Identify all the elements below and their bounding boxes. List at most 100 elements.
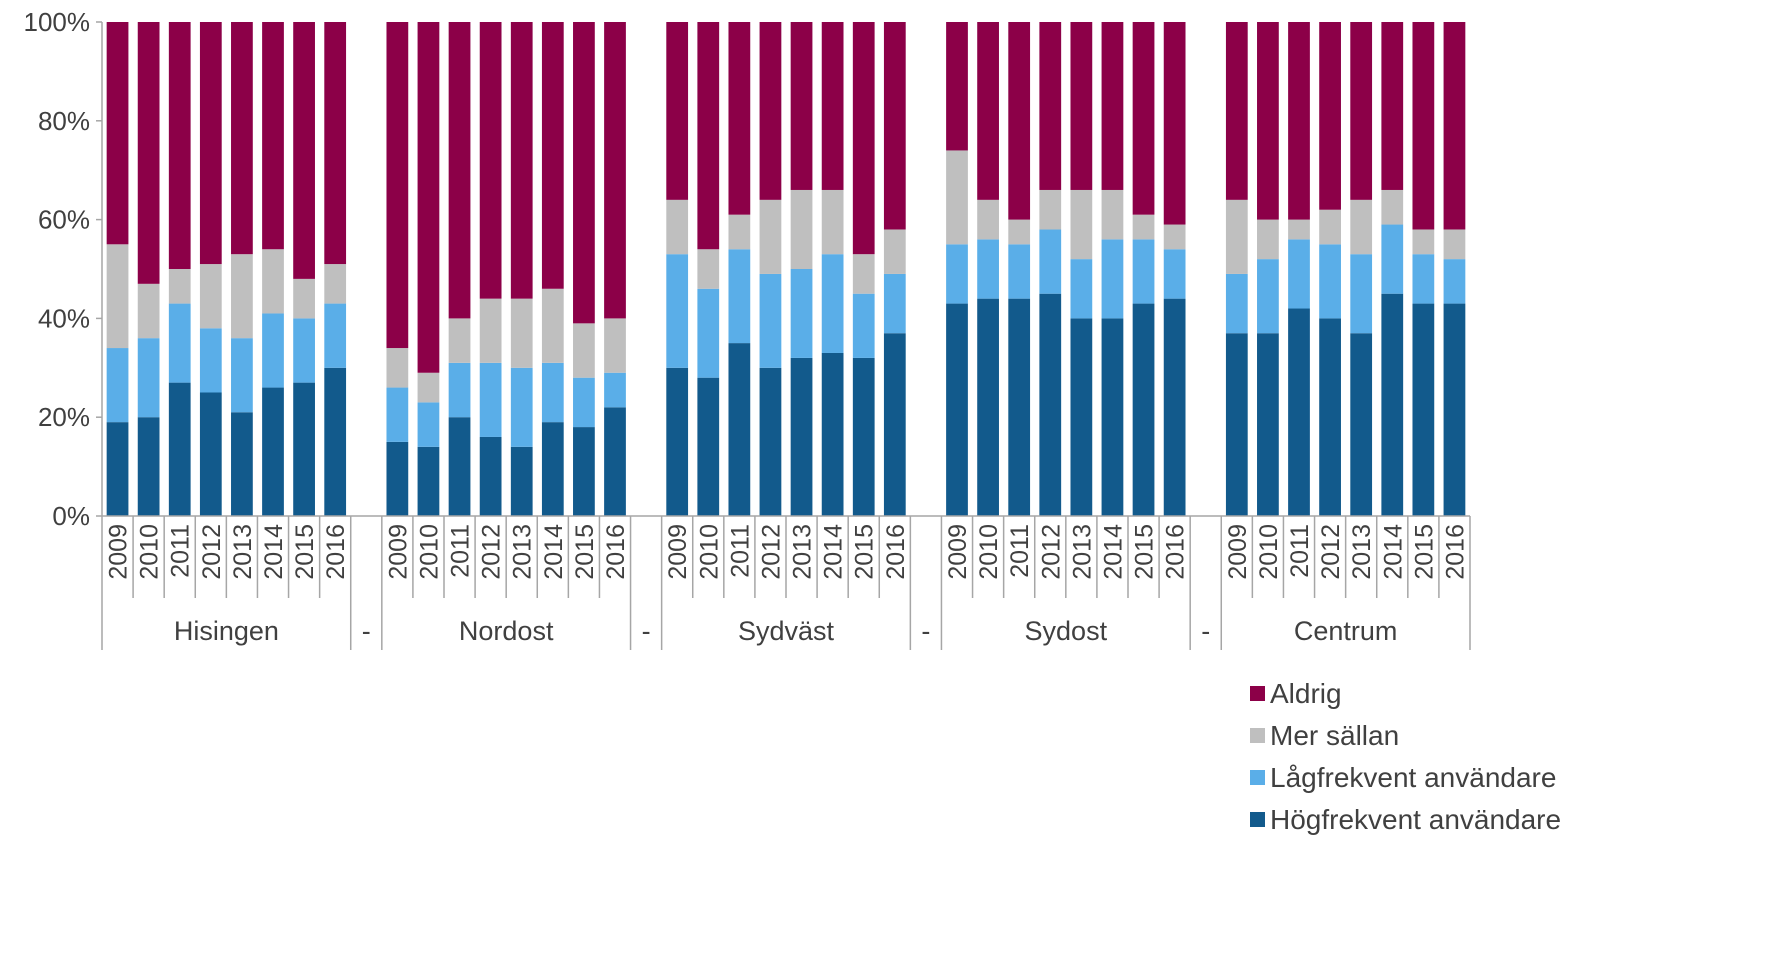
bar-segment [448,362,471,418]
bar-segment [1101,22,1124,190]
bar-segment [759,199,782,274]
bar-segment [262,22,284,250]
bar-segment [1381,189,1404,225]
x-group-label: Hisingen [174,616,279,646]
bar-segment [1350,22,1373,200]
bar-segment [1070,259,1093,319]
bar-segment [199,264,222,329]
bar-segment [1101,318,1124,516]
x-year-label: 2011 [1006,524,1034,578]
bar-segment [479,22,502,299]
bar-segment [541,288,564,363]
bar-segment [1319,318,1341,516]
bar-segment [666,367,689,516]
bar-segment [1381,293,1404,516]
bar-segment [1101,189,1124,240]
bar-segment [1350,254,1373,334]
x-year-label: 2016 [602,524,630,580]
x-year-label: 2015 [291,524,319,580]
y-tick-label: 40% [38,303,90,333]
bar-segment [790,22,813,190]
bar-segment [1008,22,1031,220]
bar-segment [106,244,129,349]
bar-segment [417,22,440,373]
bar-segment [759,22,782,200]
legend-label: Aldrig [1270,678,1342,709]
bar-segment [448,318,471,363]
bar-segment [510,446,533,516]
y-tick-label: 20% [38,402,90,432]
x-year-label: 2012 [198,524,226,580]
bar-segment [448,22,471,319]
x-year-label: 2012 [757,524,785,580]
bar-segment [604,372,626,408]
legend-swatch [1250,686,1265,701]
bar-segment [883,273,906,334]
bar-segment [697,377,720,516]
bar-segment [946,150,968,245]
bar-segment [324,367,347,516]
bar-segment [1132,22,1155,215]
bar-segment [1039,22,1062,190]
bar-segment [728,214,751,250]
y-tick-label: 0% [52,501,90,531]
bar-segment [1257,259,1279,334]
bar-segment [1381,22,1404,190]
bar-segment [883,22,906,230]
x-year-label: 2014 [260,524,288,580]
x-year-label: 2016 [882,524,910,580]
bar-segment [790,357,813,516]
bar-segment [479,298,502,363]
bar-segment [790,189,813,269]
bar-segment [821,352,844,516]
y-tick-label: 80% [38,106,90,136]
x-year-label: 2012 [478,524,506,580]
bar-segment [168,269,191,304]
bar-segment [1288,219,1310,240]
bar-segment [541,362,564,423]
bar-segment [697,22,720,250]
x-year-label: 2015 [1410,524,1438,580]
bar-segment [1443,259,1466,304]
x-year-label: 2013 [789,524,817,580]
bar-segment [790,269,813,358]
bar-segment [1443,229,1466,260]
bar-segment [977,239,999,299]
bar-segment [417,402,440,447]
bar-segment [1070,318,1093,516]
x-group-separator-label: - [642,616,651,646]
bar-segment [1288,22,1310,220]
x-year-label: 2013 [509,524,537,580]
bar-segment [1163,298,1186,516]
bar-segment [386,387,409,442]
bar-segment [1070,189,1093,260]
bar-segment [168,382,191,516]
bar-segment [821,254,844,353]
bar-segment [1132,303,1155,516]
bar-segment [1039,189,1062,230]
x-year-label: 2011 [1286,524,1314,578]
bar-segment [479,436,502,516]
bar-segment [1225,333,1248,516]
bar-segment [199,22,222,265]
bar-segment [106,22,129,245]
bar-segment [697,288,720,378]
bar-segment [852,22,875,255]
bar-segment [573,323,595,378]
bar-segment [1225,273,1248,334]
bar-segment [386,348,409,388]
bar-segment [262,249,284,314]
x-year-label: 2014 [1379,524,1407,580]
x-year-label: 2013 [229,524,257,580]
x-year-label: 2015 [851,524,879,580]
x-year-label: 2012 [1317,524,1345,580]
bar-segment [977,199,999,240]
bar-segment [1412,229,1435,255]
bar-segment [541,22,564,289]
x-year-label: 2015 [571,524,599,580]
bar-segment [262,387,284,516]
bar-segment [479,362,502,437]
bar-segment [168,22,191,269]
